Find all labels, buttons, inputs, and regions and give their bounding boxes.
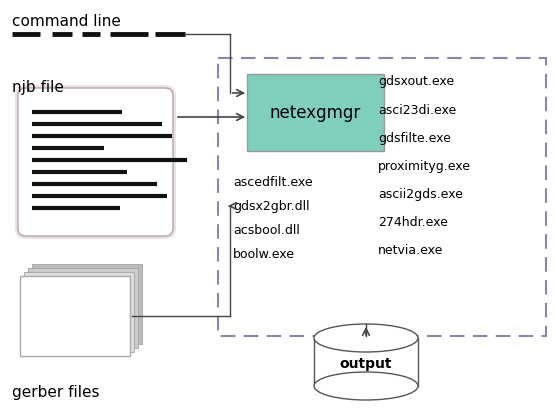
Text: ascedfilt.exe: ascedfilt.exe (233, 176, 312, 188)
FancyBboxPatch shape (32, 264, 142, 344)
Text: acsbool.dll: acsbool.dll (233, 224, 300, 237)
Ellipse shape (314, 372, 418, 400)
Text: 274hdr.exe: 274hdr.exe (378, 215, 448, 229)
FancyBboxPatch shape (24, 272, 134, 352)
Text: gdsxout.exe: gdsxout.exe (378, 76, 454, 88)
Text: output: output (340, 357, 392, 371)
Text: ascii2gds.exe: ascii2gds.exe (378, 188, 463, 200)
Text: boolw.exe: boolw.exe (233, 247, 295, 261)
Text: gerber files: gerber files (12, 385, 100, 400)
Text: gdsfilte.exe: gdsfilte.exe (378, 132, 451, 144)
Text: gdsx2gbr.dll: gdsx2gbr.dll (233, 200, 310, 212)
FancyBboxPatch shape (247, 74, 384, 151)
Text: netvia.exe: netvia.exe (378, 244, 443, 256)
FancyBboxPatch shape (20, 276, 130, 356)
Ellipse shape (314, 324, 418, 352)
FancyBboxPatch shape (15, 85, 176, 239)
Bar (314, 338, 418, 386)
FancyBboxPatch shape (28, 268, 138, 348)
Text: proximityg.exe: proximityg.exe (378, 159, 471, 173)
FancyBboxPatch shape (18, 88, 173, 236)
Text: njb file: njb file (12, 80, 64, 95)
Text: asci23di.exe: asci23di.exe (378, 103, 456, 117)
Text: command line: command line (12, 14, 121, 29)
Text: netexgmgr: netexgmgr (270, 103, 361, 122)
